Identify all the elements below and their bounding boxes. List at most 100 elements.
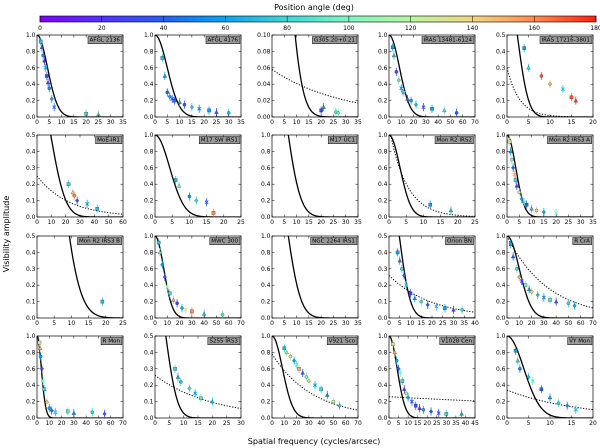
data-point: [392, 350, 397, 355]
extended-model-curve: [507, 389, 593, 411]
data-point: [517, 190, 522, 195]
data-point: [430, 107, 434, 111]
y-tick-label: 0.8: [26, 349, 36, 356]
y-tick-label: 0.6: [378, 165, 388, 172]
x-tick-label: 5: [527, 119, 531, 126]
data-point: [66, 182, 71, 186]
data-point: [547, 395, 553, 400]
x-tick-label: 30: [577, 219, 585, 226]
panel-axes: [271, 34, 359, 118]
data-point: [391, 342, 395, 346]
panel: 0 10 20 30 40 50 60 70 0.0 0.2 0.4 0.6 0.8 1.0 MWC 300: [144, 233, 245, 327]
x-tick-label: 70: [237, 320, 245, 327]
data-point: [524, 202, 529, 207]
colorbar-tick-label: 120: [405, 25, 417, 32]
colorbar-label: Position angle (deg): [274, 3, 354, 12]
data-point: [394, 70, 399, 74]
x-tick-label: 20: [589, 119, 597, 126]
x-tick-label: 10: [515, 320, 523, 327]
y-tick-label: 0.0: [261, 214, 271, 221]
data-point: [42, 59, 47, 64]
panel-axes: [154, 134, 242, 218]
y-tick-label: 0.4: [26, 81, 36, 88]
panel-axes: [388, 34, 476, 118]
data-point: [70, 190, 75, 195]
y-tick-label: 0.1: [144, 399, 154, 406]
y-tick-label: 0.2: [261, 299, 271, 306]
y-tick-label: 0.4: [378, 81, 388, 88]
y-tick-label: 0.4: [261, 282, 271, 289]
x-tick-label: 20: [200, 119, 208, 126]
x-tick-label: 0: [153, 219, 157, 226]
gaussian-model-curve: [389, 336, 475, 418]
y-tick-label: 0.0: [378, 214, 388, 221]
x-tick-label: 15: [568, 420, 576, 427]
x-tick-label: 20: [176, 320, 184, 327]
y-tick-label: 0.4: [144, 349, 154, 356]
gaussian-model-curve: [155, 135, 241, 217]
y-tick-label: 0.5: [26, 233, 36, 240]
panel: 0 5 10 15 20 25 30 35 0.0 0.2 0.4 0.6 0.8 1.0 AFGL 417…: [144, 32, 245, 126]
x-tick-label: 40: [91, 219, 99, 226]
data-point: [566, 301, 571, 305]
panel-axes: [36, 235, 124, 319]
panel-label-box: [77, 237, 122, 245]
panel: 0 5 10 15 20 25 30 35 0.00 0.02 0.04 0.06 0.08 0.10 G3…: [257, 32, 362, 126]
data-point: [541, 209, 546, 215]
data-point: [421, 408, 426, 412]
data-point: [390, 45, 395, 50]
x-tick-label: 20: [58, 420, 66, 427]
x-tick-label: 10: [176, 119, 184, 126]
panel-label: VY Mon: [569, 339, 590, 345]
data-point: [194, 198, 199, 203]
data-point: [412, 296, 417, 300]
colorbar-tick-label: 140: [467, 25, 479, 32]
data-point: [515, 358, 520, 363]
panel-label-box: [100, 337, 123, 345]
y-tick-label: 0.2: [26, 399, 36, 406]
data-point: [72, 193, 77, 198]
x-tick-label: 0: [270, 119, 274, 126]
colorbar-ticks: 0 20 40 60 80 100 120 140 160 180: [38, 16, 600, 32]
y-tick-label: 0.4: [26, 148, 36, 155]
data-point: [165, 90, 170, 95]
data-point: [529, 206, 534, 211]
data-point: [400, 379, 405, 383]
data-point: [47, 406, 52, 410]
x-tick-label: 40: [471, 320, 479, 327]
data-point: [171, 297, 176, 302]
panel-axes: [154, 235, 242, 319]
y-tick-label: 1.0: [144, 233, 154, 240]
y-tick-label: 0.0: [496, 114, 506, 121]
y-tick-label: 0.2: [496, 299, 506, 306]
y-tick-label: 0.8: [144, 249, 154, 256]
panel-label: Mon R2 IRS3 A: [549, 138, 590, 144]
x-tick-label: 35: [237, 119, 245, 126]
panel: 0 10 20 30 40 50 60 70 0.0 0.2 0.4 0.6 0.8 1.0 R Mon: [26, 333, 127, 427]
panel: 0 10 20 30 40 50 60 70 0.0 0.2 0.4 0.6 0.8 1.0 R CrA: [496, 233, 597, 327]
x-tick-label: 10: [293, 219, 301, 226]
y-tick-label: 0.4: [496, 48, 506, 55]
panel-label: Orion BN: [447, 239, 472, 245]
data-point: [182, 102, 187, 107]
data-point: [396, 77, 401, 83]
data-point: [45, 80, 51, 85]
panel-axes: [271, 235, 359, 319]
y-tick-label: 1.0: [144, 132, 154, 139]
x-tick-label: 15: [203, 219, 211, 226]
data-point: [459, 411, 464, 416]
x-tick-label: 5: [47, 119, 51, 126]
y-tick-label: 0.0: [26, 315, 36, 322]
data-point: [556, 401, 561, 405]
extended-model-curve: [37, 175, 123, 215]
y-tick-label: 0.6: [496, 366, 506, 373]
data-point: [172, 98, 177, 103]
data-point: [511, 165, 516, 171]
x-tick-label: 20: [410, 119, 418, 126]
panel-label-box: [87, 36, 123, 44]
data-point: [336, 110, 341, 116]
data-point: [160, 262, 165, 267]
data-point: [90, 410, 95, 415]
panel-label: R CrA: [574, 239, 590, 245]
